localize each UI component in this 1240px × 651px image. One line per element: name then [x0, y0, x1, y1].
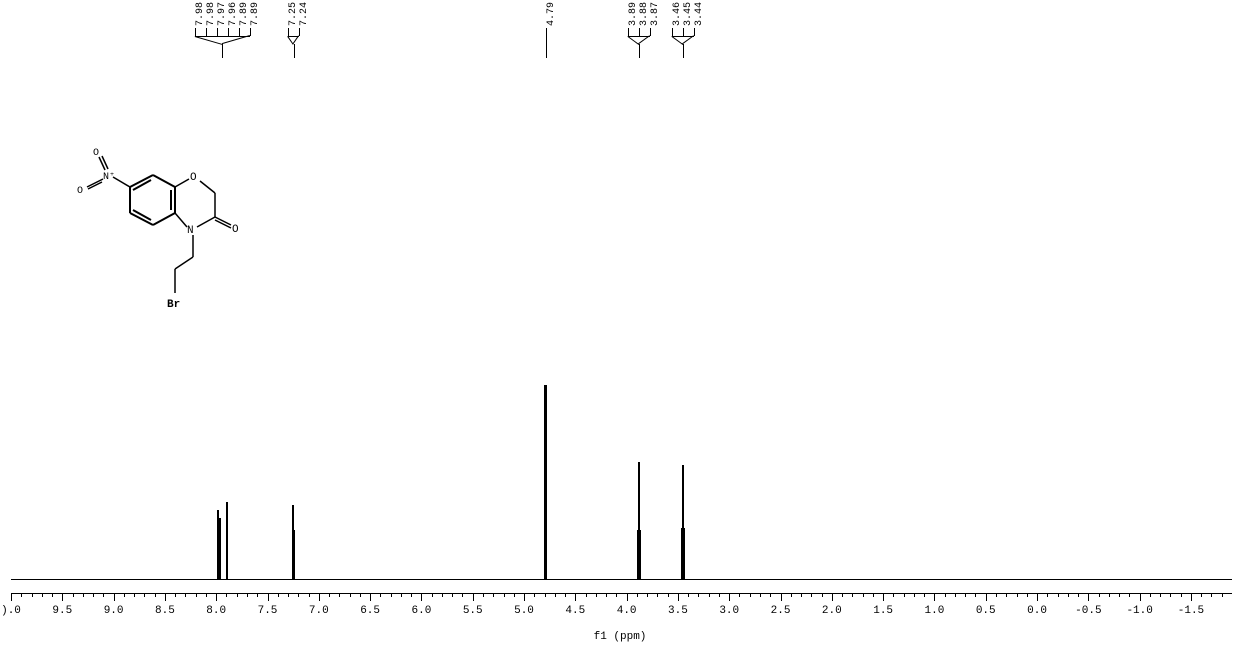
- nmr-peak: [544, 385, 547, 580]
- atom-Br: Br: [167, 299, 180, 311]
- x-tick-label: 2.5: [771, 605, 791, 617]
- nmr-spectrum: [0, 370, 1240, 580]
- x-tick-label: 7.0: [309, 605, 329, 617]
- x-tick-label: 1.0: [925, 605, 945, 617]
- x-axis-title: f1 (ppm): [594, 631, 647, 643]
- x-tick-label: 4.5: [565, 605, 585, 617]
- x-tick-label: 6.5: [360, 605, 380, 617]
- x-tick-label: 5.0: [514, 605, 534, 617]
- x-tick-label: 9.0: [104, 605, 124, 617]
- atom-O: O: [190, 172, 197, 184]
- nmr-peak: [683, 528, 685, 580]
- x-tick-label: 9.5: [52, 605, 72, 617]
- nmr-peak: [639, 530, 641, 580]
- x-tick-label: ).0: [1, 605, 21, 617]
- x-tick-label: 6.0: [412, 605, 432, 617]
- x-tick-label: 3.5: [668, 605, 688, 617]
- x-tick-label: 4.0: [617, 605, 637, 617]
- nmr-peak: [219, 518, 221, 580]
- x-axis: ).0 9.5 9.0 8.5 8.0 7.5 7.0 6.5 6.0 5.5 5.0 4.5 4.0 3…: [0, 593, 1240, 623]
- x-tick-label: 2.0: [822, 605, 842, 617]
- x-tick-label: -1.5: [1178, 605, 1204, 617]
- x-tick-label: 5.5: [463, 605, 483, 617]
- atom-O: O: [93, 148, 99, 159]
- molecule-structure: O N⁺ O O O N Br: [75, 135, 275, 335]
- nmr-peak: [293, 530, 295, 580]
- x-tick-label: 8.5: [155, 605, 175, 617]
- x-tick-label: 8.0: [206, 605, 226, 617]
- nmr-peak: [226, 502, 228, 580]
- x-tick-label: 0.0: [1027, 605, 1047, 617]
- atom-O: O: [77, 186, 83, 197]
- peak-tree-region: [0, 28, 1240, 58]
- atom-O: O: [232, 224, 239, 236]
- x-tick-label: 3.0: [719, 605, 739, 617]
- x-tick-label: 7.5: [258, 605, 278, 617]
- x-tick-label: -1.0: [1126, 605, 1152, 617]
- x-tick-label: 1.5: [873, 605, 893, 617]
- x-tick-label: -0.5: [1075, 605, 1101, 617]
- x-tick-label: 0.5: [976, 605, 996, 617]
